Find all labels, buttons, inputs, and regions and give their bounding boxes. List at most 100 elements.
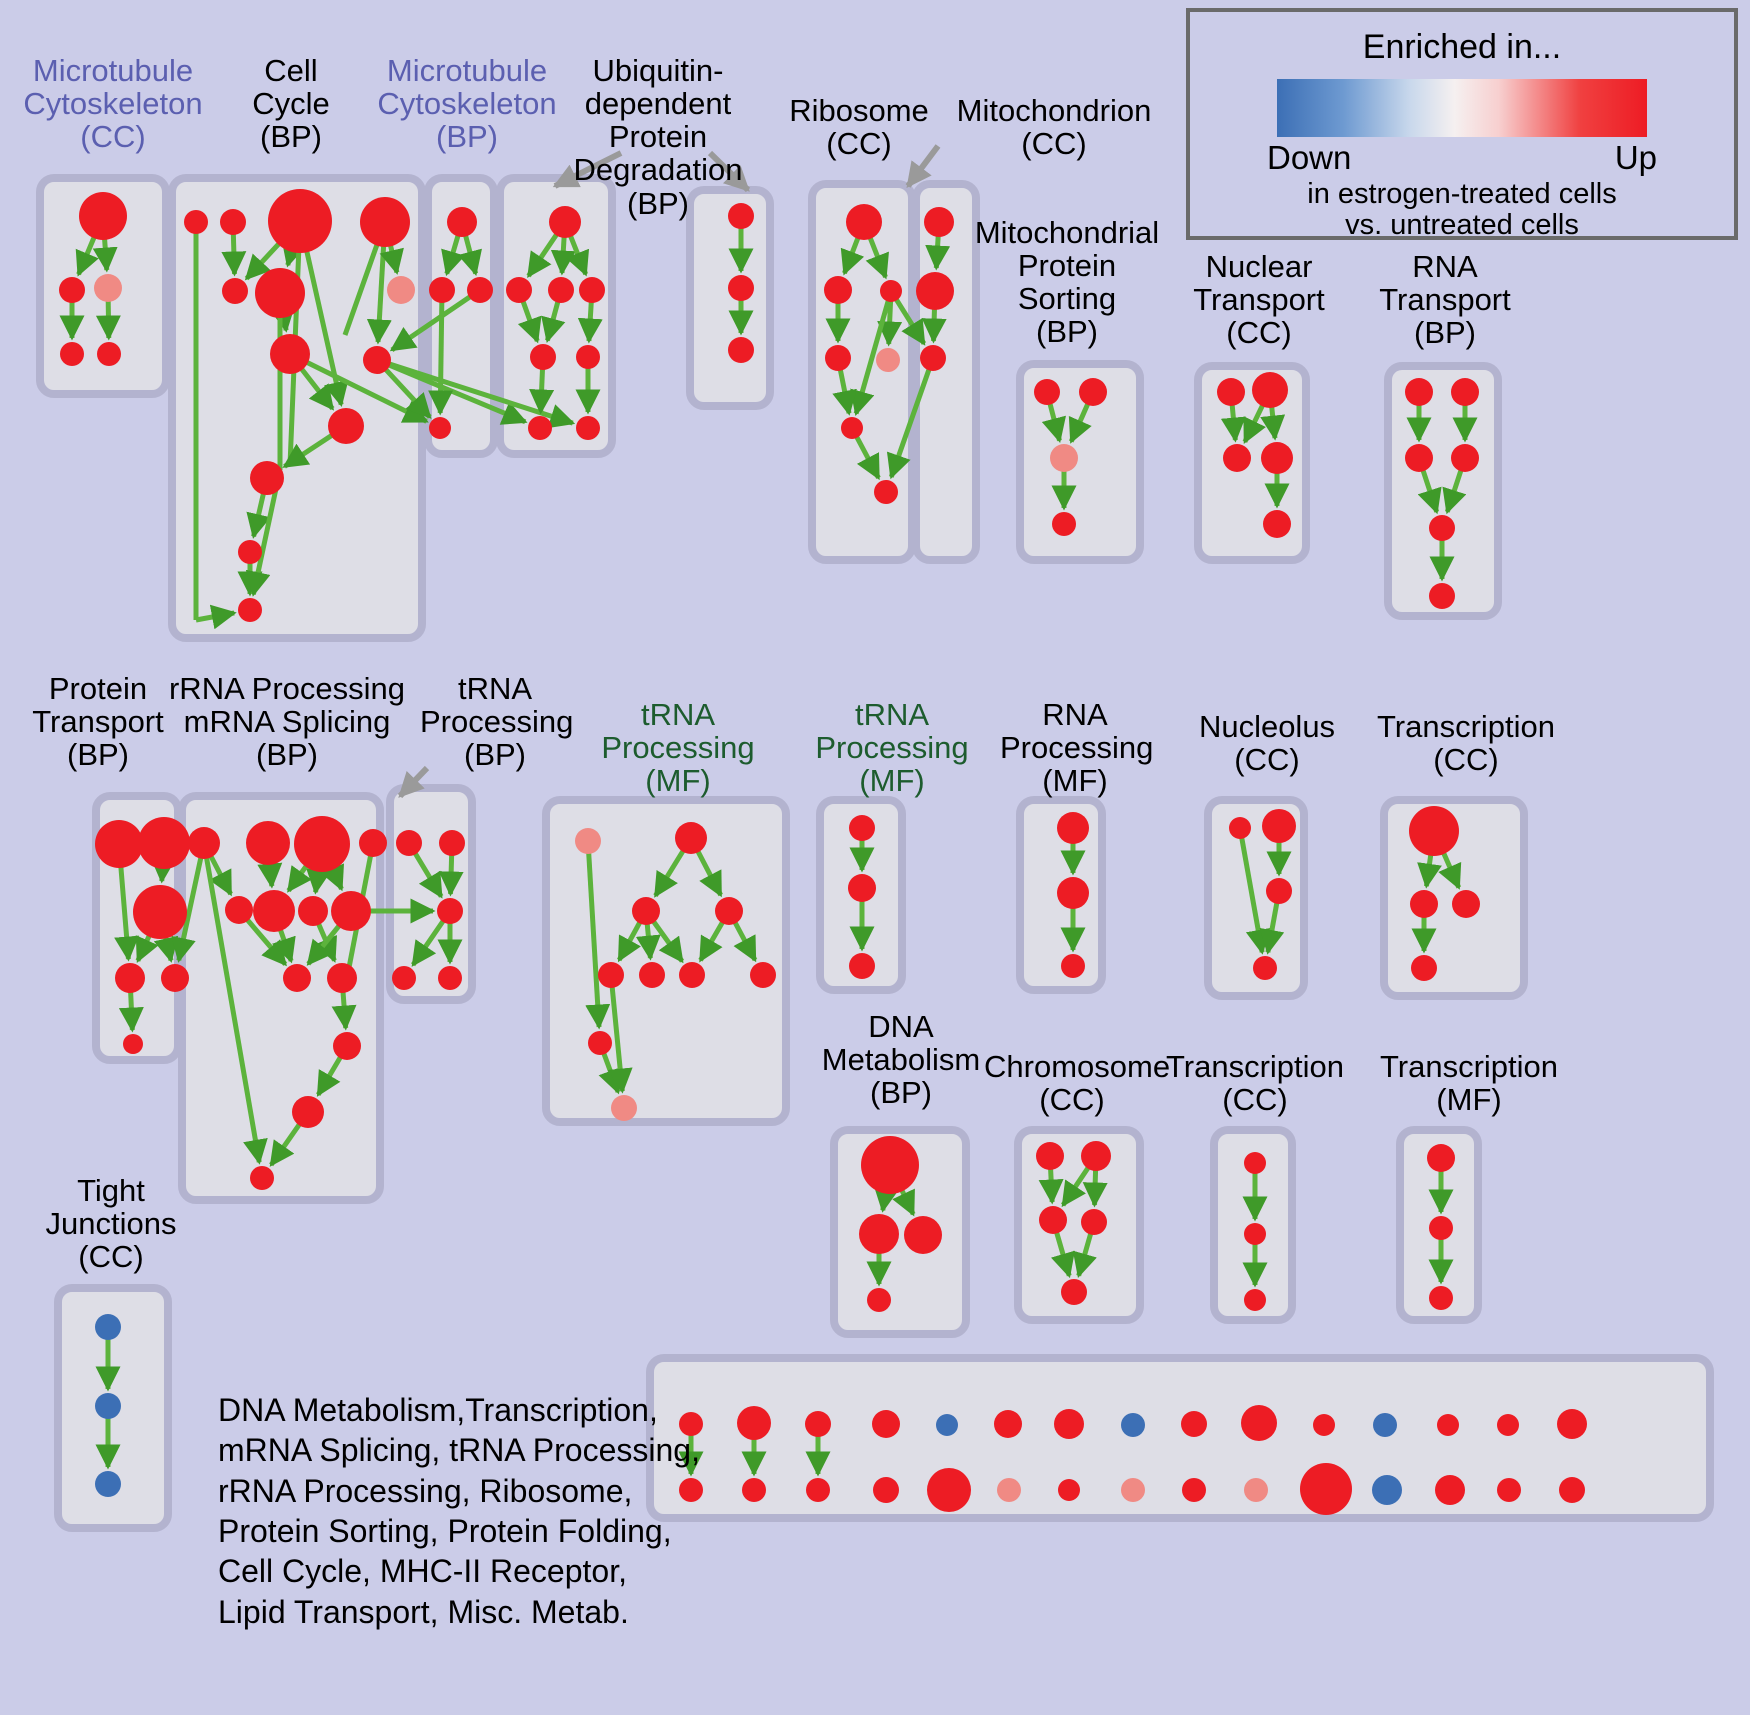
network-node[interactable] [246,821,290,865]
network-node[interactable] [849,815,875,841]
network-node[interactable] [392,966,416,990]
network-node[interactable] [728,203,754,229]
network-node[interactable] [1497,1414,1519,1436]
network-node[interactable] [715,897,743,925]
network-node[interactable] [95,1471,121,1497]
network-node[interactable] [1405,444,1433,472]
network-node[interactable] [447,207,477,237]
network-node[interactable] [728,275,754,301]
network-node[interactable] [283,964,311,992]
network-node[interactable] [1229,817,1251,839]
network-node[interactable] [133,885,187,939]
network-node[interactable] [530,344,556,370]
network-node[interactable] [675,822,707,854]
network-node[interactable] [1252,372,1288,408]
network-node[interactable] [1429,1286,1453,1310]
network-node[interactable] [225,896,253,924]
network-node[interactable] [1435,1475,1465,1505]
network-node[interactable] [737,1406,771,1440]
network-node[interactable] [60,342,84,366]
network-node[interactable] [1244,1478,1268,1502]
network-node[interactable] [679,1412,703,1436]
network-node[interactable] [1244,1289,1266,1311]
network-node[interactable] [576,416,600,440]
network-node[interactable] [1244,1223,1266,1245]
network-node[interactable] [805,1411,831,1437]
network-node[interactable] [1429,1216,1453,1240]
network-node[interactable] [184,210,208,234]
network-node[interactable] [79,192,127,240]
network-node[interactable] [250,1166,274,1190]
network-node[interactable] [1079,378,1107,406]
network-node[interactable] [1313,1414,1335,1436]
network-node[interactable] [188,827,220,859]
network-node[interactable] [1054,1409,1084,1439]
network-node[interactable] [936,1414,958,1436]
network-node[interactable] [1411,955,1437,981]
network-node[interactable] [95,1393,121,1419]
network-node[interactable] [849,953,875,979]
network-node[interactable] [1437,1414,1459,1436]
network-node[interactable] [639,962,665,988]
network-node[interactable] [255,268,305,318]
network-node[interactable] [1061,954,1085,978]
network-node[interactable] [220,209,246,235]
network-node[interactable] [1451,378,1479,406]
network-node[interactable] [238,540,262,564]
network-node[interactable] [742,1478,766,1502]
network-node[interactable] [429,417,451,439]
network-node[interactable] [327,963,357,993]
network-node[interactable] [298,896,328,926]
network-node[interactable] [1121,1413,1145,1437]
network-node[interactable] [429,277,455,303]
network-node[interactable] [1081,1209,1107,1235]
network-node[interactable] [294,816,350,872]
network-node[interactable] [1081,1141,1111,1171]
network-node[interactable] [824,276,852,304]
network-node[interactable] [1409,806,1459,856]
network-node[interactable] [467,277,493,303]
network-node[interactable] [679,1478,703,1502]
network-node[interactable] [238,598,262,622]
network-node[interactable] [1263,510,1291,538]
network-node[interactable] [920,345,946,371]
network-node[interactable] [846,204,882,240]
network-node[interactable] [1050,444,1078,472]
network-node[interactable] [848,874,876,902]
network-node[interactable] [506,277,532,303]
network-node[interactable] [1427,1144,1455,1172]
network-node[interactable] [579,277,605,303]
network-node[interactable] [994,1410,1022,1438]
network-node[interactable] [115,963,145,993]
network-node[interactable] [328,408,364,444]
network-node[interactable] [1261,442,1293,474]
network-node[interactable] [859,1214,899,1254]
network-node[interactable] [876,348,900,372]
network-node[interactable] [867,1288,891,1312]
network-node[interactable] [250,461,284,495]
network-node[interactable] [1052,512,1076,536]
network-node[interactable] [1452,890,1480,918]
network-node[interactable] [728,337,754,363]
network-node[interactable] [916,272,954,310]
network-node[interactable] [1429,583,1455,609]
network-node[interactable] [161,964,189,992]
network-node[interactable] [1182,1478,1206,1502]
network-node[interactable] [97,342,121,366]
network-node[interactable] [611,1095,637,1121]
network-node[interactable] [806,1478,830,1502]
network-node[interactable] [1039,1206,1067,1234]
network-node[interactable] [1451,444,1479,472]
network-node[interactable] [927,1468,971,1512]
network-node[interactable] [841,417,863,439]
network-node[interactable] [268,189,332,253]
network-node[interactable] [1036,1142,1064,1170]
network-node[interactable] [222,278,248,304]
network-node[interactable] [292,1096,324,1128]
network-node[interactable] [270,334,310,374]
network-node[interactable] [750,962,776,988]
network-node[interactable] [1217,378,1245,406]
network-node[interactable] [904,1216,942,1254]
network-node[interactable] [359,829,387,857]
network-node[interactable] [1057,812,1089,844]
